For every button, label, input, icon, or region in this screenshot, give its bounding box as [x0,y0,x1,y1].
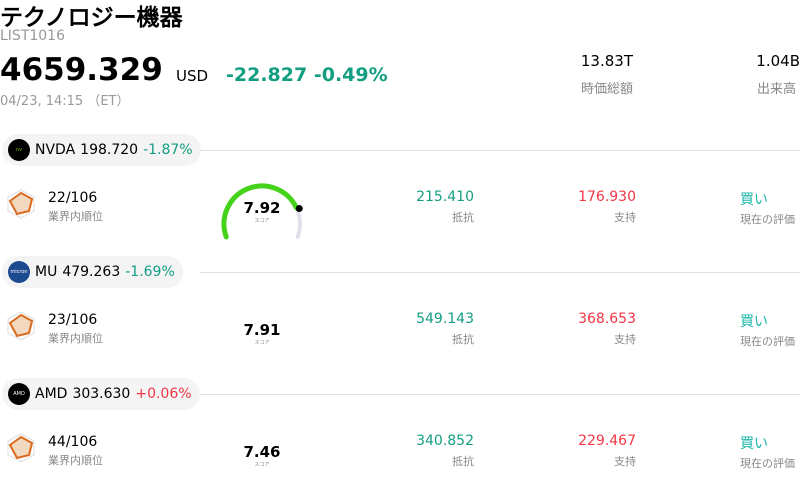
list-id: LIST1016 [0,28,65,44]
score-gauge [0,256,320,366]
volume: 1.04B [756,52,800,70]
currency: USD [176,67,209,85]
timestamp: 04/23, 14:15 （ET） [0,94,130,109]
company-logo-icon: micron [8,261,30,283]
market-cap-label: 時価総額 [580,82,633,97]
rating-value: 買い [740,436,768,452]
resistance-label: 抵抗 [452,211,474,224]
ticker-pill[interactable]: nv NVDA 198.720 -1.87% [2,134,201,166]
score-gauge [0,378,320,488]
ticker: NVDA [35,142,76,158]
radar-icon [7,433,35,463]
radar-icon [7,311,35,341]
ticker: AMD [35,386,68,402]
rating-label: 現在の評価 [740,335,795,348]
support-label: 支持 [614,455,636,468]
ticker-price: 479.263 [62,264,121,280]
gauge-marker [295,204,303,212]
resistance-label: 抵抗 [452,333,474,346]
score-value: 7.92 [243,199,281,217]
ticker-change: -1.69% [125,264,175,280]
score-value: 7.46 [243,443,281,461]
gauge-fill [221,183,299,240]
index-change: -22.827 -0.49% [226,64,388,86]
ticker-change: -1.87% [143,142,193,158]
rank-label: 業界内順位 [48,332,103,345]
support-value: 368.653 [578,311,636,327]
rating-value: 買い [740,192,768,208]
ticker: MU [35,264,58,280]
ticker-price: 303.630 [72,386,131,402]
rating-label: 現在の評価 [740,213,795,226]
company-logo-icon: nv [8,139,30,161]
ticker-change: +0.06% [135,386,192,402]
score-value: 7.91 [243,321,281,339]
ticker-pill[interactable]: AMD AMD 303.630 +0.06% [2,378,200,410]
resistance-label: 抵抗 [452,455,474,468]
divider [200,150,800,151]
rating-value: 買い [740,314,768,330]
support-value: 229.467 [578,433,636,449]
support-label: 支持 [614,211,636,224]
divider [200,272,800,273]
score-gauge [221,183,303,240]
support-value: 176.930 [578,189,636,205]
rating-label: 現在の評価 [740,457,795,470]
score-label: スコア [254,462,270,468]
resistance-value: 215.410 [416,189,474,205]
index-price: 4659.329 [0,52,163,88]
resistance-value: 549.143 [416,311,474,327]
industry-rank: 23/106 [48,312,98,328]
ticker-pill[interactable]: micron MU 479.263 -1.69% [2,256,183,288]
industry-rank: 22/106 [48,190,98,206]
rank-label: 業界内順位 [48,454,103,467]
company-logo-icon: AMD [8,383,30,405]
score-label: スコア [254,340,270,346]
rank-label: 業界内順位 [48,210,103,223]
divider [200,394,800,395]
ticker-price: 198.720 [80,142,139,158]
volume-label: 出来高 [756,82,796,97]
industry-rank: 44/106 [48,434,98,450]
support-label: 支持 [614,333,636,346]
market-cap: 13.83T [580,52,633,70]
radar-icon [7,189,35,219]
score-label: スコア [254,218,270,224]
resistance-value: 340.852 [416,433,474,449]
page-title: テクノロジー機器 [0,5,183,31]
